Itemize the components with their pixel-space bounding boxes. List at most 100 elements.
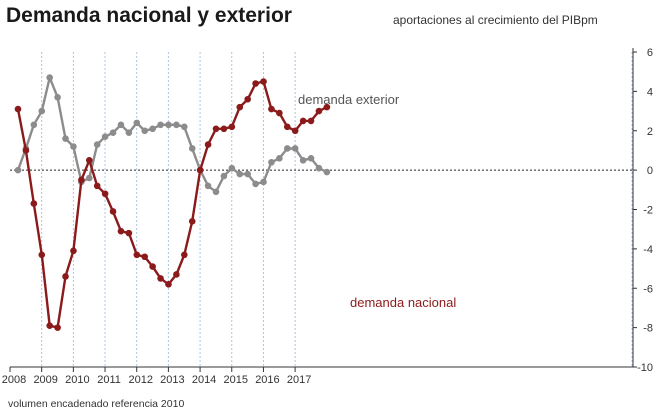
- data-point: [46, 322, 53, 329]
- data-point: [70, 247, 77, 255]
- data-point: [188, 218, 196, 225]
- y-tick-label: -4: [643, 244, 653, 256]
- data-point: [78, 176, 85, 184]
- data-point: [196, 166, 204, 174]
- data-point: [30, 200, 38, 207]
- data-point: [165, 281, 172, 288]
- data-point: [315, 164, 323, 172]
- data-point: [173, 271, 180, 278]
- data-point: [54, 93, 61, 101]
- data-point: [212, 188, 220, 196]
- data-point: [125, 129, 133, 137]
- y-tick-label: -6: [643, 283, 653, 295]
- data-point: [14, 166, 22, 174]
- data-point: [323, 103, 331, 111]
- data-point: [85, 156, 93, 164]
- y-tick-label: 0: [647, 165, 653, 177]
- y-tick-label: -10: [637, 362, 653, 374]
- data-point: [133, 119, 141, 127]
- data-point: [133, 251, 141, 259]
- chart-title: Demanda nacional y exterior: [6, 4, 292, 27]
- data-point: [141, 127, 149, 135]
- data-point: [38, 251, 46, 259]
- data-point: [315, 107, 323, 115]
- x-tick-label: 2011: [97, 374, 121, 386]
- data-point: [30, 121, 38, 129]
- data-point: [54, 324, 61, 331]
- data-point: [22, 147, 30, 154]
- x-tick-label: 2013: [160, 374, 184, 386]
- data-point: [252, 180, 259, 188]
- data-point: [283, 145, 291, 152]
- data-point: [244, 170, 251, 178]
- data-point: [307, 155, 315, 162]
- data-point: [93, 182, 101, 190]
- data-point: [244, 95, 251, 103]
- series-label-demanda-nacional: demanda nacional: [350, 295, 456, 310]
- data-point: [117, 227, 125, 235]
- data-point: [109, 129, 117, 137]
- data-point: [220, 172, 228, 180]
- series-line-demanda-nacional: [16, 80, 328, 329]
- data-point: [299, 156, 307, 164]
- data-point: [260, 78, 267, 85]
- data-point: [204, 141, 212, 148]
- data-point: [307, 117, 315, 125]
- data-point: [109, 208, 117, 215]
- data-point: [323, 168, 331, 176]
- data-point: [125, 229, 133, 237]
- data-point: [252, 80, 259, 87]
- data-point: [299, 117, 307, 125]
- data-point: [268, 105, 275, 113]
- data-point: [101, 133, 109, 140]
- data-point: [220, 125, 228, 133]
- x-tick-label: 2012: [128, 374, 152, 386]
- data-point: [117, 121, 125, 129]
- data-point: [93, 141, 101, 148]
- data-point: [291, 127, 299, 135]
- series-label-demanda-exterior: demanda exterior: [298, 92, 400, 107]
- data-point: [14, 105, 22, 113]
- data-point: [212, 125, 220, 133]
- data-point: [38, 107, 46, 115]
- data-point: [283, 123, 291, 131]
- data-point: [236, 170, 244, 178]
- x-tick-label: 2008: [2, 374, 26, 386]
- data-point: [70, 143, 77, 150]
- x-tick-label: 2009: [33, 374, 57, 386]
- data-point: [268, 158, 275, 166]
- chart-subtitle: aportaciones al crecimiento del PIBpm: [393, 13, 598, 27]
- x-tick-label: 2017: [287, 374, 311, 386]
- data-point: [276, 155, 283, 162]
- x-tick-label: 2010: [65, 374, 89, 386]
- y-tick-label: 2: [647, 126, 653, 138]
- data-point: [291, 145, 299, 152]
- data-point: [46, 74, 53, 81]
- data-point: [181, 251, 188, 259]
- y-tick-label: 6: [647, 47, 653, 59]
- data-point: [165, 121, 172, 129]
- y-tick-label: -2: [643, 205, 653, 217]
- data-point: [141, 253, 149, 261]
- data-point: [149, 263, 156, 270]
- data-point: [188, 145, 196, 152]
- data-point: [157, 275, 164, 282]
- data-point: [260, 178, 267, 186]
- y-tick-label: 4: [647, 86, 653, 98]
- chart-footnote: volumen encadenado referencia 2010: [8, 398, 185, 410]
- x-tick-label: 2016: [255, 374, 279, 386]
- data-point: [228, 164, 236, 172]
- data-point: [228, 123, 236, 131]
- data-point: [236, 103, 244, 111]
- data-point: [149, 125, 156, 133]
- data-point: [173, 121, 180, 129]
- data-point: [276, 109, 283, 117]
- y-tick-label: -8: [643, 323, 653, 335]
- data-point: [62, 135, 69, 142]
- data-point: [157, 121, 164, 129]
- series-line-demanda-exterior: [16, 76, 328, 194]
- data-point: [101, 190, 109, 198]
- data-point: [85, 174, 93, 182]
- x-tick-label: 2014: [192, 374, 216, 386]
